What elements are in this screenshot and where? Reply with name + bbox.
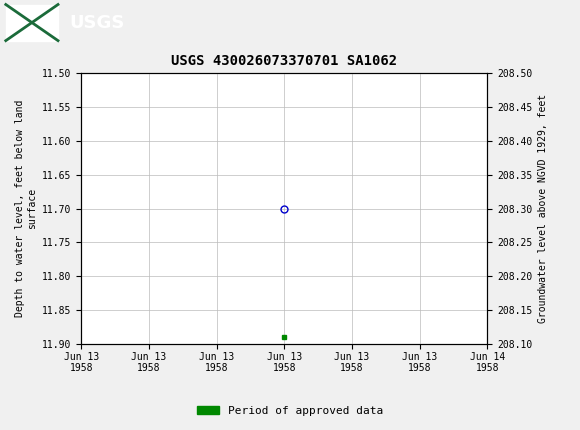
Title: USGS 430026073370701 SA1062: USGS 430026073370701 SA1062: [171, 54, 397, 68]
Y-axis label: Groundwater level above NGVD 1929, feet: Groundwater level above NGVD 1929, feet: [538, 94, 548, 323]
Legend: Period of approved data: Period of approved data: [193, 401, 387, 420]
Bar: [6, 4, 58, 41]
Text: USGS: USGS: [70, 14, 125, 31]
Y-axis label: Depth to water level, feet below land
surface: Depth to water level, feet below land su…: [15, 100, 37, 317]
